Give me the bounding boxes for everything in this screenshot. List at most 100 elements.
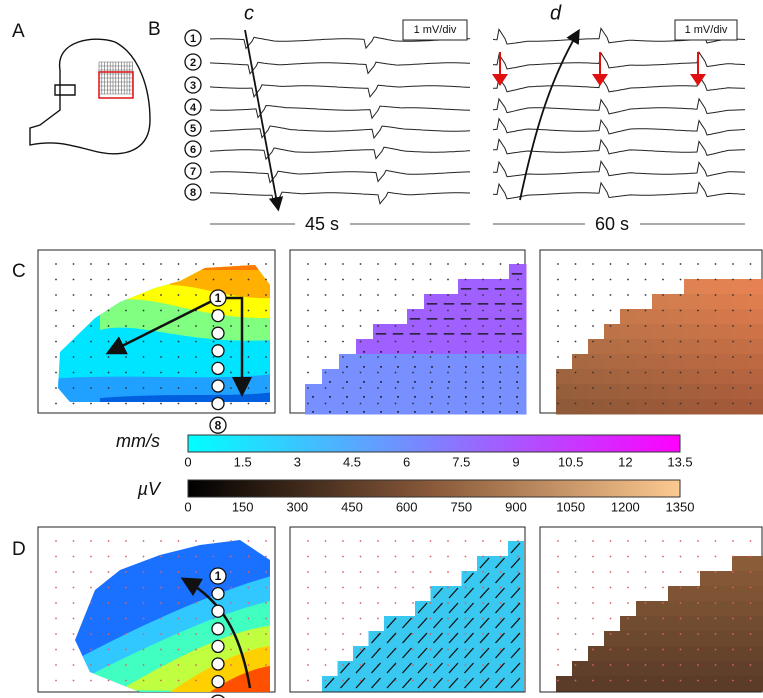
map-cell [652,369,669,385]
electrode-dot [125,540,127,542]
electrode-dot [395,294,397,296]
map-cell [732,399,749,415]
electrode-dot [230,372,232,374]
electrode-dot [90,571,92,573]
electrode-dot [230,263,232,265]
colorbar-tick-label: 13.5 [667,454,692,469]
electrode-dot [465,540,467,542]
electrode-dot [592,602,594,604]
map-cell [748,556,763,572]
electrode-dot [395,602,397,604]
electrode-dot [90,403,92,405]
electrode-dot [645,556,647,558]
electrode-dot [307,680,309,682]
electrode-dot [125,341,127,343]
electrode-dot [662,294,664,296]
electrode-dot [482,325,484,327]
map-cell [732,601,749,617]
electrode-dot [90,587,92,589]
electrode-dot [178,310,180,312]
colorbar-tick-label: 0 [184,454,191,469]
electrode-dot [265,540,267,542]
electrode-dot [697,403,699,405]
electrode [212,310,224,322]
electrode-dot [557,325,559,327]
electrode-dot [108,403,110,405]
electrode-dot [430,540,432,542]
electrode-dot [482,294,484,296]
electrode-dot [465,372,467,374]
electrode-dot [360,680,362,682]
electrode-dot [465,664,467,666]
electrode-dot [430,294,432,296]
map-cell [604,354,621,370]
electrode-dot [265,387,267,389]
map-cell [684,279,701,295]
electrode-dot [160,602,162,604]
electrode-dot [465,618,467,620]
electrode-dot [412,294,414,296]
electrode-dot [265,341,267,343]
electrode-dot [230,294,232,296]
electrode-dot [412,618,414,620]
electrode-dot [412,325,414,327]
map-cell [415,601,431,617]
map-cell [373,324,391,340]
map-cell [446,661,462,677]
electrode-dot [732,387,734,389]
electrode-dot [715,618,717,620]
map-cell [700,279,717,295]
electrode-dot [750,664,752,666]
electrode-dot [307,387,309,389]
colorbar-tick-label: 450 [341,499,363,514]
electrode-dot [342,633,344,635]
electrode-dot [610,325,612,327]
electrode-dot [610,310,612,312]
map-cell [668,676,685,692]
electrode-dot [195,633,197,635]
map-cell [462,676,478,692]
colorbar-tick-label: 1350 [666,499,695,514]
electrode-dot [645,540,647,542]
map-cell [572,676,589,692]
electrode-dot [715,294,717,296]
electrode-dot [680,571,682,573]
electrode-dot [575,372,577,374]
electrode-dot [557,356,559,358]
electrode-dot [662,602,664,604]
electrode-dot [143,294,145,296]
electrode-dot [160,341,162,343]
channel-label: 6 [190,144,196,156]
map-cell [716,384,733,400]
map-cell [588,384,605,400]
electrode-dot [108,325,110,327]
electrode-dot [90,279,92,281]
map-cell [604,661,621,677]
electrode-dot [645,372,647,374]
map-cell [509,279,527,295]
map-cell [748,369,763,385]
electrode-dot [430,571,432,573]
map-cell [716,279,733,295]
electrode-dot [178,540,180,542]
channel-label: 1 [190,33,196,45]
electrode-dot [592,618,594,620]
electrode-dot [90,649,92,651]
stomach-outline [30,39,150,154]
electrode-dot [265,680,267,682]
electrode-dot [732,263,734,265]
electrode-dot [645,341,647,343]
electrode-dot [575,279,577,281]
electrode-dot [575,649,577,651]
map-cell [700,324,717,340]
map-cell [477,601,493,617]
trace [210,192,470,204]
electrode-dot [465,587,467,589]
electrode-dot [627,602,629,604]
electrode-dot [610,263,612,265]
electrode-dot [248,263,250,265]
map-cell [431,631,447,647]
electrode-dot [160,387,162,389]
electrode-dot [662,618,664,620]
electrode-dot [360,664,362,666]
